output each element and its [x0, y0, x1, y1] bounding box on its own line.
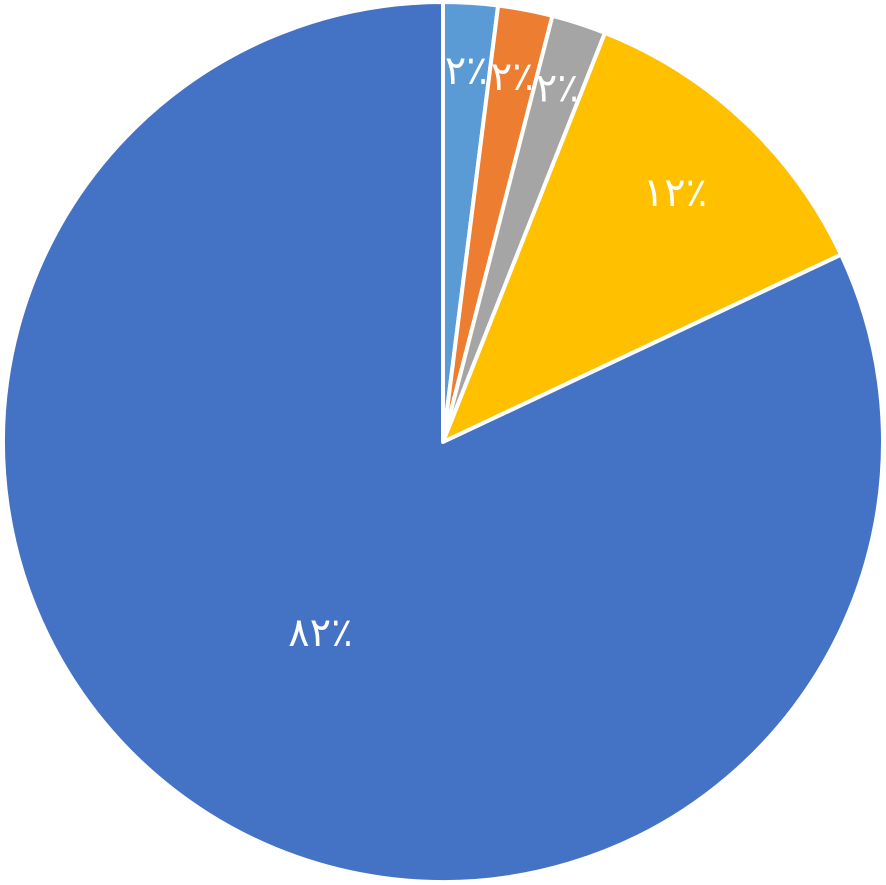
data-label: ۱۲٪ — [643, 170, 707, 216]
data-label: ۲٪ — [536, 65, 579, 111]
pie-slice — [441, 30, 844, 444]
data-label: ۲٪ — [445, 48, 488, 94]
data-label: ۸۲٪ — [288, 610, 352, 656]
data-label: ۲٪ — [491, 54, 534, 100]
